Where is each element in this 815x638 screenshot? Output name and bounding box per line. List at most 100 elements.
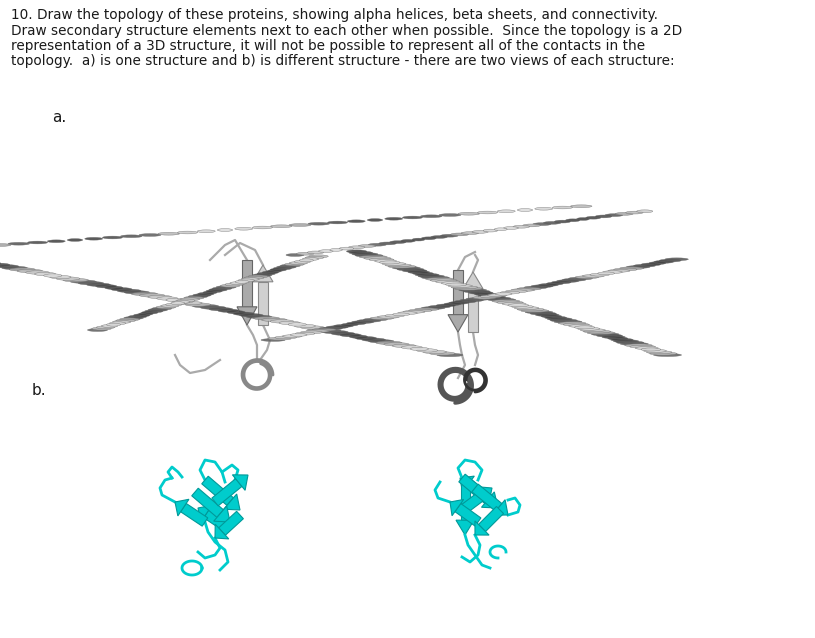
Ellipse shape	[478, 294, 500, 297]
Ellipse shape	[101, 325, 117, 327]
Ellipse shape	[421, 276, 449, 279]
Ellipse shape	[129, 315, 147, 318]
Polygon shape	[181, 503, 208, 526]
Ellipse shape	[330, 248, 342, 251]
Ellipse shape	[397, 268, 424, 271]
Ellipse shape	[28, 241, 47, 244]
Polygon shape	[212, 478, 242, 506]
Ellipse shape	[403, 311, 425, 313]
Ellipse shape	[449, 301, 469, 304]
Ellipse shape	[299, 259, 314, 262]
Ellipse shape	[103, 236, 122, 239]
Polygon shape	[460, 482, 469, 520]
Ellipse shape	[408, 271, 430, 274]
Ellipse shape	[614, 268, 637, 271]
Ellipse shape	[592, 333, 619, 336]
Ellipse shape	[267, 270, 281, 272]
Ellipse shape	[355, 254, 383, 257]
Ellipse shape	[554, 220, 570, 223]
Ellipse shape	[539, 283, 558, 286]
Ellipse shape	[626, 211, 643, 214]
Ellipse shape	[569, 277, 593, 280]
Ellipse shape	[544, 221, 561, 225]
Text: representation of a 3D structure, it will not be possible to represent all of th: representation of a 3D structure, it wil…	[11, 39, 645, 53]
Ellipse shape	[0, 244, 11, 246]
Ellipse shape	[392, 344, 416, 348]
Ellipse shape	[267, 338, 291, 340]
Polygon shape	[218, 511, 244, 535]
Ellipse shape	[605, 214, 623, 216]
Ellipse shape	[295, 332, 315, 335]
Ellipse shape	[641, 263, 661, 266]
Ellipse shape	[535, 207, 553, 210]
Ellipse shape	[552, 281, 571, 284]
Ellipse shape	[496, 292, 512, 295]
Ellipse shape	[522, 224, 540, 227]
Ellipse shape	[550, 319, 577, 322]
Ellipse shape	[441, 281, 463, 285]
Ellipse shape	[461, 232, 478, 235]
Ellipse shape	[352, 321, 373, 323]
Ellipse shape	[362, 338, 385, 341]
Ellipse shape	[235, 227, 253, 230]
Ellipse shape	[518, 308, 544, 311]
Ellipse shape	[111, 288, 132, 291]
Ellipse shape	[617, 341, 644, 344]
Ellipse shape	[494, 228, 507, 231]
Polygon shape	[463, 272, 483, 289]
Ellipse shape	[481, 295, 505, 299]
Ellipse shape	[464, 290, 490, 293]
Ellipse shape	[398, 312, 417, 315]
Ellipse shape	[421, 237, 436, 240]
Ellipse shape	[301, 326, 324, 329]
Ellipse shape	[511, 288, 535, 292]
Ellipse shape	[355, 336, 377, 340]
Ellipse shape	[359, 255, 387, 258]
Ellipse shape	[184, 297, 204, 299]
Ellipse shape	[148, 295, 172, 299]
Ellipse shape	[209, 288, 227, 292]
Ellipse shape	[554, 320, 582, 323]
Ellipse shape	[319, 327, 342, 330]
Polygon shape	[459, 474, 491, 503]
Ellipse shape	[289, 262, 307, 265]
Ellipse shape	[144, 310, 163, 313]
Ellipse shape	[326, 326, 348, 329]
Ellipse shape	[142, 311, 158, 314]
Ellipse shape	[531, 285, 553, 288]
Ellipse shape	[518, 287, 541, 290]
Ellipse shape	[185, 303, 210, 306]
Ellipse shape	[444, 302, 460, 306]
Ellipse shape	[92, 327, 112, 330]
Ellipse shape	[518, 209, 533, 211]
Ellipse shape	[171, 302, 185, 305]
Ellipse shape	[95, 285, 117, 288]
Ellipse shape	[307, 251, 324, 254]
Ellipse shape	[583, 274, 604, 278]
Polygon shape	[457, 491, 486, 516]
Ellipse shape	[608, 269, 630, 272]
Ellipse shape	[349, 251, 372, 255]
Ellipse shape	[389, 265, 416, 268]
Polygon shape	[468, 289, 478, 332]
Ellipse shape	[47, 240, 65, 242]
Ellipse shape	[87, 329, 108, 332]
Ellipse shape	[279, 322, 300, 325]
Ellipse shape	[139, 293, 165, 297]
Ellipse shape	[608, 337, 628, 340]
Ellipse shape	[206, 290, 222, 293]
Polygon shape	[242, 260, 252, 307]
Ellipse shape	[368, 219, 383, 221]
Ellipse shape	[96, 326, 115, 329]
Ellipse shape	[514, 306, 539, 309]
Ellipse shape	[139, 234, 161, 236]
Polygon shape	[448, 315, 468, 332]
Ellipse shape	[625, 344, 652, 347]
Ellipse shape	[415, 273, 439, 276]
Ellipse shape	[619, 267, 644, 270]
Ellipse shape	[236, 280, 249, 283]
Polygon shape	[192, 488, 223, 517]
Ellipse shape	[569, 325, 593, 327]
Ellipse shape	[602, 336, 625, 339]
Ellipse shape	[134, 314, 150, 316]
